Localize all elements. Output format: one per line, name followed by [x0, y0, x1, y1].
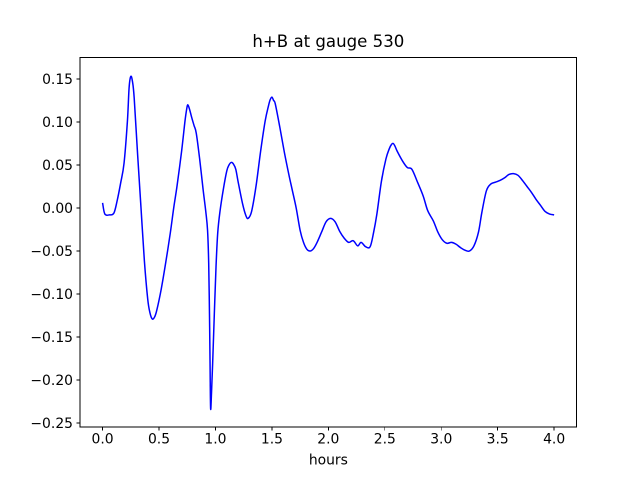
axes-border [79, 57, 578, 428]
chart-title: h+B at gauge 530 [252, 32, 404, 51]
y-tick-label: −0.05 [30, 244, 73, 260]
x-tick-label: 1.5 [261, 431, 283, 447]
plot-area [80, 57, 577, 428]
series-line [101, 75, 555, 411]
x-tick-label: 1.0 [204, 431, 226, 447]
x-tick-label: 2.0 [317, 431, 339, 447]
x-tick-label: 4.0 [543, 431, 565, 447]
y-tick-label: 0.10 [42, 115, 73, 131]
y-tick-label: −0.15 [30, 330, 73, 346]
x-tick-label: 0.0 [92, 431, 114, 447]
x-axis-ticks: 0.0 0.5 1.0 1.5 2.0 2.5 3.0 3.5 4.0 [92, 427, 565, 447]
x-tick-label: 0.5 [148, 431, 170, 447]
x-axis-label: hours [309, 453, 348, 469]
y-axis-ticks: 0.15 0.10 0.05 0.00 −0.05 −0.10 −0.15 −0.20 −0.2… [30, 72, 80, 432]
y-tick-label: −0.25 [30, 416, 73, 432]
y-tick-label: −0.20 [30, 373, 73, 389]
x-tick-label: 3.0 [430, 431, 452, 447]
y-tick-label: 0.00 [42, 201, 73, 217]
x-tick-label: 2.5 [374, 431, 396, 447]
y-tick-label: −0.10 [30, 287, 73, 303]
y-tick-label: 0.05 [42, 158, 73, 174]
x-tick-label: 3.5 [487, 431, 509, 447]
y-tick-label: 0.15 [42, 72, 73, 88]
